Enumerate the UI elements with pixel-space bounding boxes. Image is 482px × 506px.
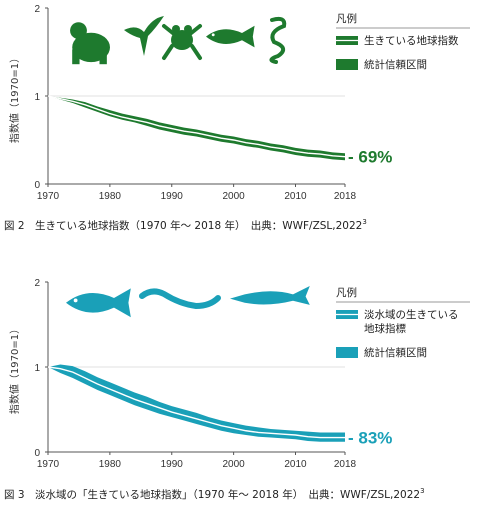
frog-icon xyxy=(162,24,202,60)
caption-superscript: 3 xyxy=(362,218,366,226)
decline-label: - 69% xyxy=(348,148,392,167)
gorilla-arm xyxy=(72,49,80,65)
legend-label: 淡水域の生きている xyxy=(364,308,459,321)
caption-text: 図 2 生きている地球指数（1970 年～ 2018 年） 出典：WWF/ZSL… xyxy=(4,219,362,232)
legend-band-swatch xyxy=(336,347,358,358)
index-line xyxy=(47,95,346,158)
x-tick-label: 1990 xyxy=(161,459,184,470)
snake-shape xyxy=(269,16,287,64)
fish-shape xyxy=(206,25,255,48)
y-tick-label: 1 xyxy=(34,92,40,103)
decline-label: - 83% xyxy=(348,429,392,448)
chart-3: 0 1 2 1970 1980 1990 2000 2010 2018 指数値（1970=1） - … xyxy=(4,278,470,501)
legend-label: 地球指標 xyxy=(364,322,406,335)
x-tick-label: 1980 xyxy=(99,191,122,202)
legend-label: 統計信頼区間 xyxy=(364,58,427,71)
y-tick-label: 2 xyxy=(34,278,40,289)
legend-label: 生きている地球指数 xyxy=(364,34,459,47)
fish-icon xyxy=(206,25,255,48)
fish-eye xyxy=(73,298,78,303)
legend-title: 凡例 xyxy=(336,12,357,25)
legend-label: 統計信頼区間 xyxy=(364,346,427,359)
x-tick-label: 2010 xyxy=(284,191,307,202)
x-tick-label: 1990 xyxy=(161,191,184,202)
sturgeon-icon xyxy=(230,286,310,305)
fish-shape xyxy=(66,288,131,318)
bird-shape xyxy=(124,16,164,56)
x-tick-label: 2000 xyxy=(223,459,246,470)
confidence-band xyxy=(48,364,345,442)
caption-text: 図 3 淡水域の「生きている地球指数」（1970 年～ 2018 年） 出典：W… xyxy=(4,488,420,501)
eel-shape xyxy=(139,288,221,310)
y-tick-label: 2 xyxy=(34,4,40,15)
legend-band-swatch xyxy=(336,59,358,70)
x-tick-label: 1980 xyxy=(99,459,122,470)
x-tick-label: 2010 xyxy=(284,459,307,470)
chart-2: 0 1 2 1970 1980 1990 2000 2010 2018 指数値（1970=1） - … xyxy=(4,4,470,232)
sturgeon-shape xyxy=(230,286,310,305)
y-tick-label: 0 xyxy=(34,180,40,191)
fish-eye xyxy=(211,33,215,37)
confidence-band xyxy=(48,96,345,161)
frog-legs xyxy=(162,24,202,60)
index-line xyxy=(47,366,345,439)
caption-superscript: 3 xyxy=(420,487,424,495)
y-tick-label: 1 xyxy=(34,363,40,374)
eel-icon xyxy=(139,288,221,310)
x-tick-label: 2000 xyxy=(223,191,246,202)
figure-caption: 図 2 生きている地球指数（1970 年～ 2018 年） 出典：WWF/ZSL… xyxy=(4,218,367,232)
y-axis-label: 指数値（1970=1） xyxy=(8,324,21,414)
y-tick-label: 0 xyxy=(34,448,40,459)
y-axis-label: 指数値（1970=1） xyxy=(8,53,21,143)
x-tick-label: 1970 xyxy=(37,459,60,470)
bird-icon xyxy=(124,16,164,56)
frog-eye xyxy=(184,25,192,33)
x-tick-label: 2018 xyxy=(334,191,357,202)
figure-caption: 図 3 淡水域の「生きている地球指数」（1970 年～ 2018 年） 出典：W… xyxy=(4,487,425,501)
gorilla-leg xyxy=(99,51,107,65)
x-tick-label: 2018 xyxy=(334,459,357,470)
fish-icon xyxy=(66,288,131,318)
x-tick-label: 1970 xyxy=(37,191,60,202)
gorilla-icon xyxy=(70,22,110,65)
legend-title: 凡例 xyxy=(336,286,357,299)
frog-body xyxy=(171,30,193,50)
gorilla-head xyxy=(70,22,87,39)
frog-eye xyxy=(172,25,180,33)
snake-icon xyxy=(269,16,287,64)
